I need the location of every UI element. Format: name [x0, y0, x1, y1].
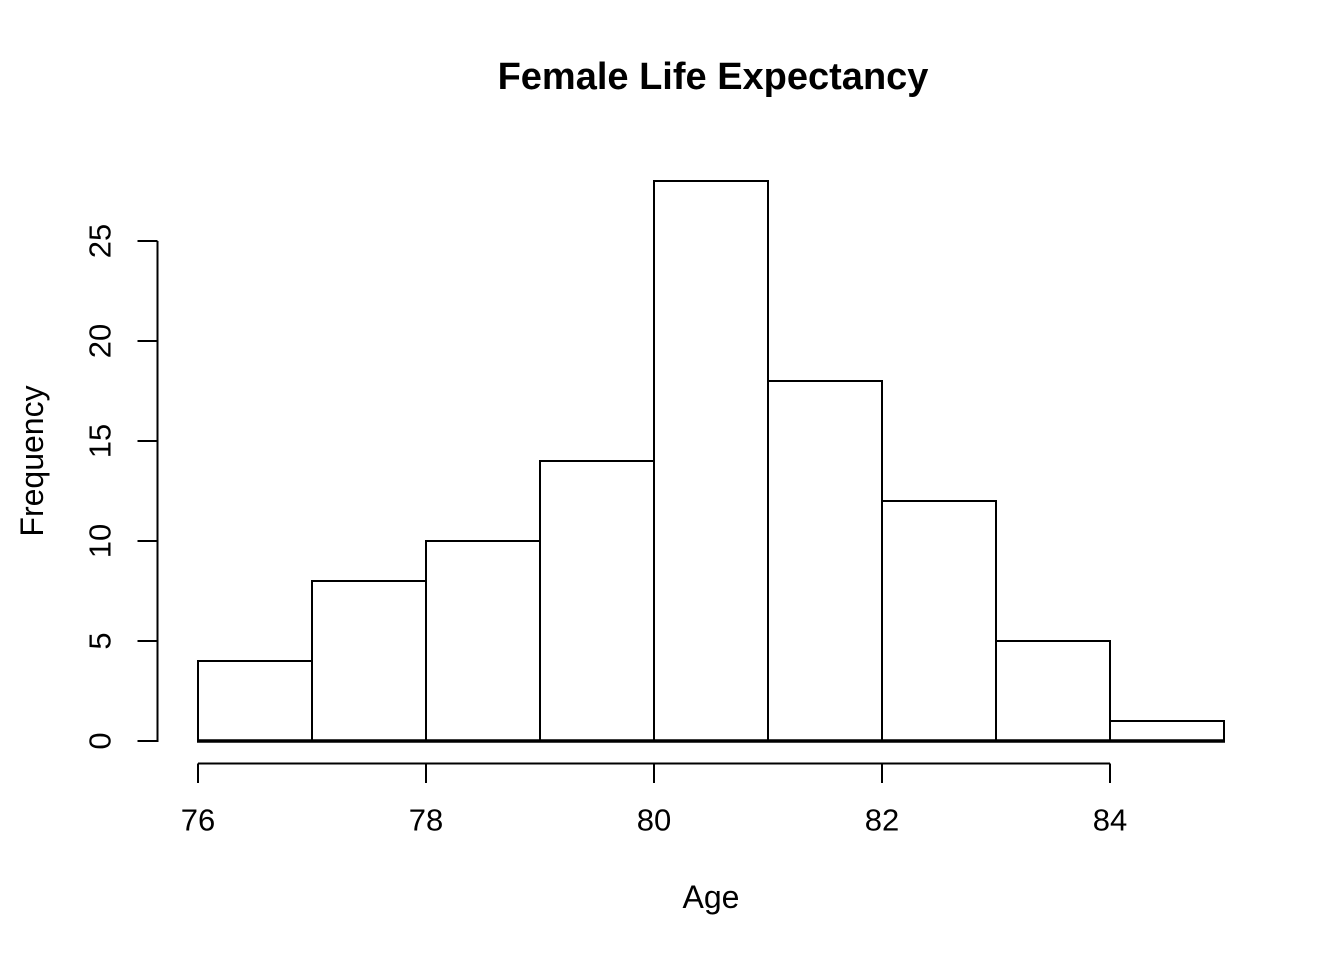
x-tick-label: 84 [1093, 803, 1127, 838]
histogram-bar [995, 640, 1111, 742]
histogram-bar [767, 380, 883, 742]
y-tick-label: 15 [83, 424, 118, 458]
y-tick-label: 20 [83, 324, 118, 358]
chart-title: Female Life Expectancy [498, 56, 929, 98]
x-tick-label: 78 [409, 803, 443, 838]
y-axis-label: Frequency [14, 385, 50, 536]
y-tick-label: 5 [83, 632, 118, 649]
histogram-bar [425, 540, 541, 742]
x-tick-label: 76 [181, 803, 215, 838]
histogram-bars [197, 180, 1225, 742]
x-axis: 76 78 80 82 84 [181, 762, 1127, 838]
histogram-bar [653, 180, 769, 742]
histogram-bar [311, 580, 427, 742]
histogram-bar [197, 660, 313, 742]
x-axis-label: Age [683, 879, 740, 915]
histogram-bar [539, 460, 655, 742]
x-tick-label: 80 [637, 803, 671, 838]
histogram-bar [1109, 720, 1225, 742]
x-tick-label: 82 [865, 803, 899, 838]
y-tick-label: 10 [83, 524, 118, 558]
y-axis: 0 5 10 15 20 25 [83, 224, 159, 750]
y-tick-label: 0 [83, 732, 118, 749]
histogram-bar [881, 500, 997, 742]
y-tick-label: 25 [83, 224, 118, 258]
